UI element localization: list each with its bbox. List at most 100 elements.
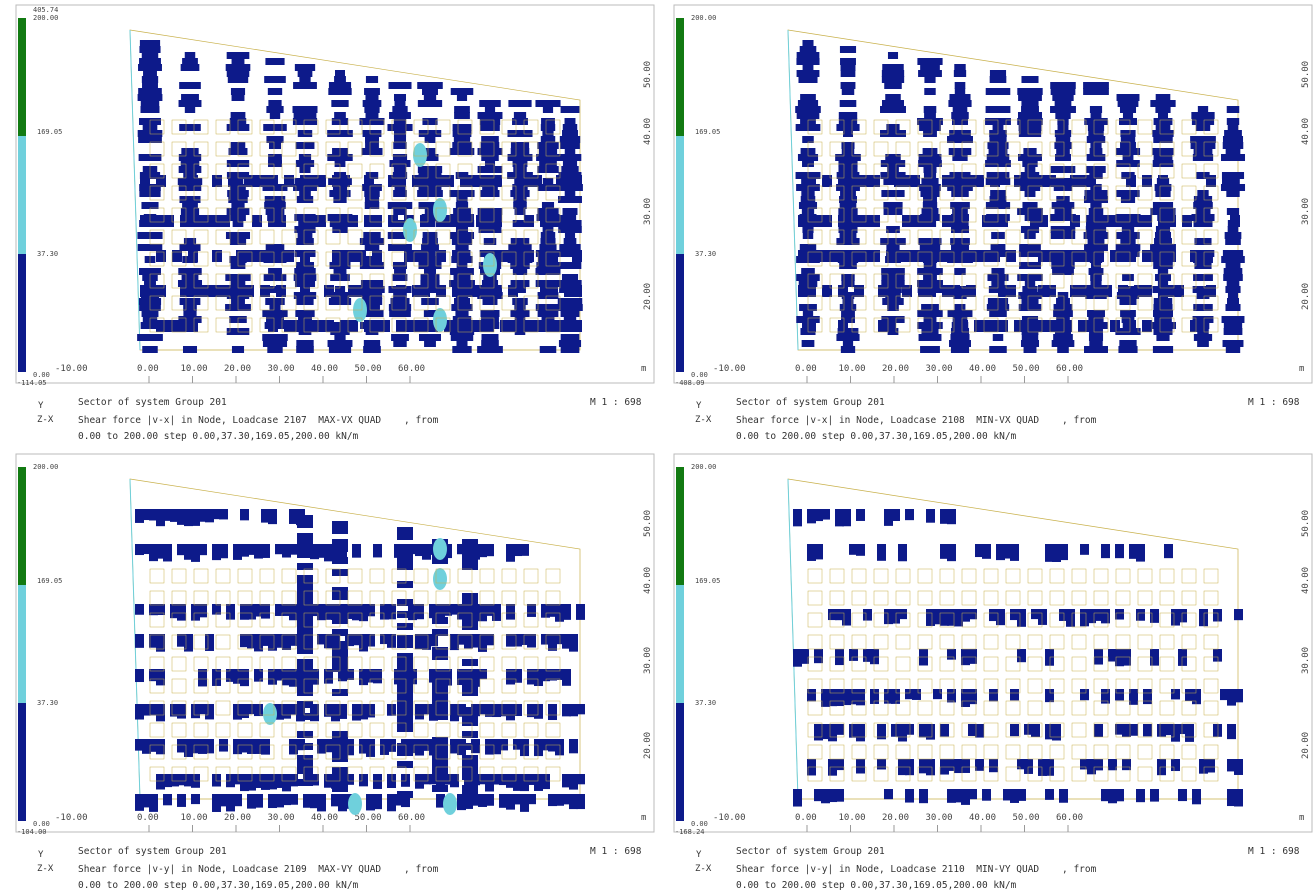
mesh-room (259, 656, 275, 672)
contour-cell (836, 238, 860, 245)
contour-cell (139, 46, 161, 53)
mesh-room (1115, 568, 1131, 584)
contour-cell (262, 334, 288, 341)
contour-cell (950, 238, 970, 245)
contour-cell (1045, 689, 1054, 703)
mesh-room (1159, 612, 1175, 628)
mesh-room (391, 229, 407, 245)
mesh-room (149, 656, 165, 672)
contour-cell (485, 544, 494, 557)
mesh-room (215, 568, 231, 584)
contour-cell (297, 551, 313, 558)
contour-cell (254, 794, 263, 808)
contour-cell (856, 689, 865, 706)
mesh-room (501, 207, 517, 223)
mesh-room (851, 251, 867, 267)
contour-cell (950, 215, 960, 227)
contour-cell (541, 316, 555, 323)
mesh-room (1137, 119, 1153, 135)
contour-cell (198, 739, 207, 754)
mesh-room (303, 612, 319, 628)
result-panel-2: 200.00 169.05 37.30 -10.00 0.00 -408.09 0.00 10… (658, 0, 1313, 447)
mesh-room (807, 295, 823, 311)
mesh-room (1005, 568, 1021, 584)
contour-cell (870, 250, 880, 262)
mesh-room (347, 678, 363, 694)
contour-cell (510, 238, 530, 245)
mesh-room (1027, 766, 1043, 782)
x-tick-label: 0.00 (137, 364, 159, 374)
contour-cell (996, 544, 1005, 561)
y-tick-label: 30.00 (1301, 198, 1311, 225)
contour-cell (1087, 609, 1096, 624)
mesh-room (939, 656, 955, 672)
x-tick-label: 50.00 (355, 813, 382, 823)
contour-cell (148, 215, 158, 227)
mesh-room (851, 612, 867, 628)
contour-cell (310, 794, 319, 809)
contour-cell (948, 100, 972, 107)
mesh-room (435, 251, 451, 267)
contour-cell (177, 704, 186, 719)
contour-cell (1152, 286, 1174, 293)
contour-cell (1024, 166, 1036, 173)
contour-cell (1030, 215, 1040, 227)
contour-cell (1150, 244, 1176, 251)
mesh-room (369, 700, 385, 716)
mesh-room (457, 634, 473, 650)
contour-cell (420, 250, 430, 262)
mesh-room (193, 568, 209, 584)
axis-y-icon: Y (696, 401, 702, 411)
mesh-room (545, 700, 561, 716)
contour-cell (184, 52, 196, 59)
contour-cell (520, 774, 529, 792)
x-tick-label: 60.00 (398, 813, 425, 823)
mesh-room (1137, 141, 1153, 157)
mesh-room (325, 656, 341, 672)
contour-cell (1053, 184, 1073, 191)
mesh-room (807, 722, 823, 738)
contour-cell (233, 739, 242, 755)
mesh-room (523, 163, 539, 179)
legend-cyan-band (18, 585, 26, 703)
contour-cell (524, 250, 534, 262)
contour-cell (220, 215, 230, 227)
contour-cell (1110, 320, 1120, 332)
contour-cell (887, 304, 899, 311)
contour-cell (275, 604, 284, 616)
contour-cell (365, 94, 379, 101)
mesh-room (917, 700, 933, 716)
contour-cell (198, 544, 207, 556)
contour-cell (1022, 286, 1038, 293)
contour-cell (1136, 609, 1145, 621)
mesh-room (391, 185, 407, 201)
mesh-grid (149, 119, 561, 333)
contour-cell (205, 634, 214, 651)
mesh-room (1203, 229, 1219, 245)
contour-cell (990, 320, 1000, 332)
legend-navy-band (676, 703, 684, 821)
contour-cell (548, 669, 557, 681)
mesh-room (939, 766, 955, 782)
mesh-room (413, 119, 429, 135)
contour-cell (225, 64, 251, 71)
contour-cell (535, 100, 561, 107)
mesh-room (457, 722, 473, 738)
contour-cell (1224, 130, 1242, 137)
contour-cell (452, 285, 462, 297)
contour-cell (912, 689, 921, 700)
contour-cell (537, 208, 559, 215)
contour-cell (520, 739, 529, 757)
mesh-room (259, 141, 275, 157)
mesh-room (807, 163, 823, 179)
contour-cell (170, 604, 179, 619)
contour-cell (1182, 215, 1192, 227)
mesh-room (237, 656, 253, 672)
contour-cell (838, 285, 848, 297)
contour-cell (954, 88, 966, 95)
contour-cell (802, 136, 814, 143)
contour-cell (839, 100, 857, 107)
mesh-room (983, 568, 999, 584)
mesh-room (1115, 119, 1131, 135)
contour-cell (919, 724, 928, 738)
